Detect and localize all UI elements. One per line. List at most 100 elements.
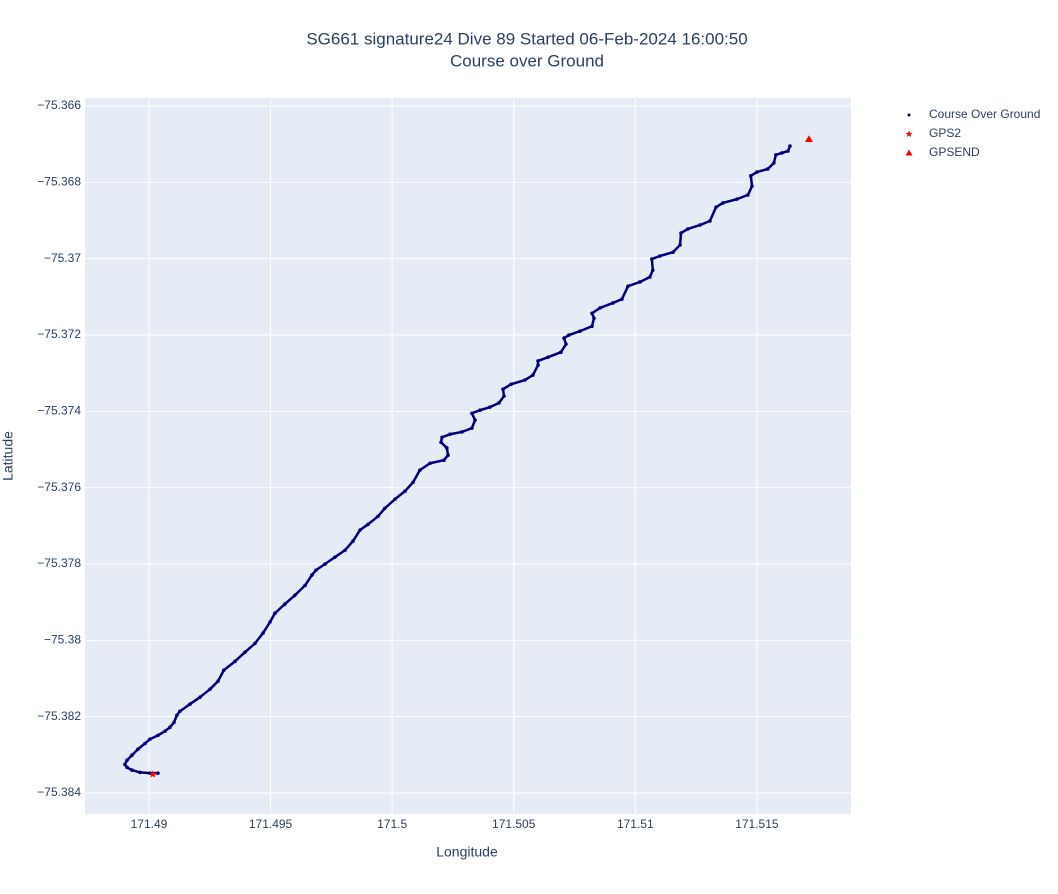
- point: [163, 729, 167, 733]
- point: [314, 568, 318, 572]
- point: [531, 373, 535, 377]
- point: [130, 753, 134, 758]
- point: [310, 573, 314, 577]
- point: [650, 257, 654, 261]
- point: [708, 219, 712, 223]
- point: [786, 149, 790, 153]
- point: [460, 430, 464, 434]
- x-tick-label: 171.515: [735, 817, 779, 831]
- point: [243, 650, 247, 654]
- y-tick-label: −75.366: [37, 98, 81, 112]
- legend-symbol: [907, 113, 911, 117]
- y-tick-label: −75.384: [37, 785, 81, 799]
- point: [125, 758, 129, 762]
- point: [283, 602, 287, 606]
- point: [351, 539, 355, 543]
- point: [735, 197, 739, 201]
- point: [497, 401, 501, 405]
- point: [564, 342, 568, 346]
- point: [772, 161, 776, 165]
- point: [686, 227, 690, 231]
- point: [678, 243, 682, 247]
- x-tick-label: 171.495: [249, 817, 293, 831]
- legend-symbol: [905, 130, 913, 137]
- point: [446, 453, 450, 458]
- y-tick-label: −75.382: [37, 709, 81, 723]
- point: [766, 167, 770, 171]
- marks: [123, 135, 813, 778]
- y-tick-label: −75.372: [37, 327, 81, 341]
- point: [788, 144, 792, 148]
- plot-area: [85, 98, 851, 814]
- point: [671, 250, 675, 255]
- point: [125, 765, 129, 770]
- point: [523, 378, 527, 382]
- legend-symbol: [905, 149, 913, 156]
- point: [488, 405, 492, 409]
- point: [208, 687, 212, 691]
- point: [268, 620, 272, 624]
- point: [470, 426, 474, 430]
- point: [172, 720, 176, 725]
- gps-marker: [804, 135, 813, 143]
- point: [323, 562, 327, 566]
- point: [679, 231, 683, 235]
- point: [293, 593, 297, 598]
- x-tick-label: 171.51: [617, 817, 654, 831]
- point: [393, 497, 397, 501]
- point: [448, 432, 452, 437]
- point: [428, 461, 432, 466]
- point: [620, 297, 624, 301]
- point: [509, 382, 513, 387]
- point: [168, 725, 172, 730]
- chart-title: SG661 signature24 Dive 89 Started 06-Feb…: [306, 29, 747, 48]
- point: [366, 522, 370, 527]
- x-tick-label: 171.505: [492, 817, 536, 831]
- point: [136, 747, 140, 751]
- chart-subtitle: Course over Ground: [450, 51, 604, 70]
- point: [750, 184, 754, 188]
- point: [383, 506, 387, 511]
- point: [502, 394, 506, 398]
- point: [445, 446, 449, 450]
- point: [403, 489, 407, 493]
- point: [261, 631, 265, 635]
- point: [303, 583, 307, 588]
- point: [138, 770, 142, 775]
- point: [440, 435, 444, 440]
- point: [648, 275, 652, 279]
- point: [273, 611, 277, 616]
- point: [714, 205, 718, 209]
- point: [418, 468, 422, 472]
- point: [590, 324, 594, 329]
- point: [658, 254, 662, 258]
- x-tick-label: 171.5: [377, 817, 407, 831]
- point: [598, 306, 602, 310]
- point: [559, 350, 563, 354]
- point: [546, 355, 550, 359]
- point: [156, 771, 160, 775]
- point: [442, 458, 446, 462]
- point: [470, 411, 474, 416]
- point: [626, 284, 630, 288]
- point: [749, 174, 753, 178]
- point: [343, 548, 347, 553]
- x-tick-label: 171.49: [131, 817, 168, 831]
- point: [333, 555, 337, 559]
- point: [774, 153, 778, 157]
- y-tick-label: −75.38: [44, 633, 81, 647]
- point: [358, 528, 362, 532]
- point: [536, 363, 540, 367]
- point: [216, 679, 220, 683]
- point: [611, 301, 615, 305]
- point: [501, 387, 505, 392]
- legend-label: Course Over Ground: [929, 107, 1040, 121]
- y-axis-title: Latitude: [0, 431, 16, 481]
- point: [562, 336, 566, 340]
- point: [222, 668, 226, 672]
- point: [178, 709, 182, 714]
- point: [698, 223, 702, 227]
- legend-label: GPSEND: [929, 145, 980, 159]
